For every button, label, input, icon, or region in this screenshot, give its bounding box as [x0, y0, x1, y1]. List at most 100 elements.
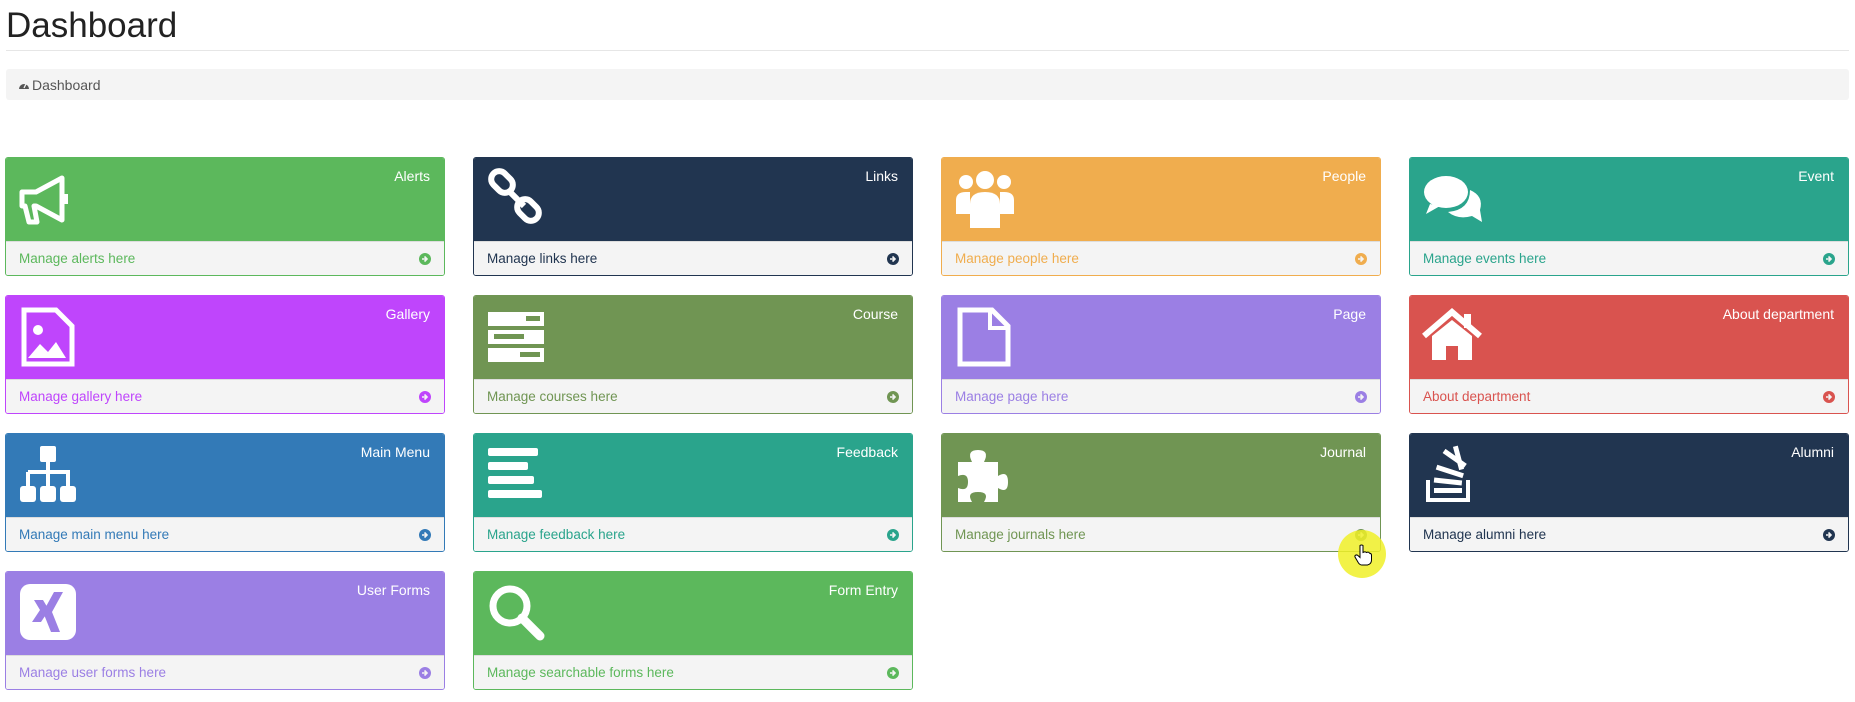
card-event[interactable]: Event Manage events here	[1409, 157, 1849, 276]
file-icon	[957, 307, 1011, 367]
arrow-circle-right-icon[interactable]	[419, 528, 431, 541]
card-footer-link[interactable]: Manage journals here	[942, 517, 1380, 551]
card-footer-link[interactable]: About department	[1410, 379, 1848, 413]
page-title: Dashboard	[6, 6, 178, 45]
card-footer-text: Manage people here	[955, 251, 1079, 266]
card-footer-link[interactable]: Manage page here	[942, 379, 1380, 413]
card-footer-link[interactable]: Manage main menu here	[6, 517, 444, 551]
align-left-icon	[488, 448, 542, 498]
arrow-circle-right-icon[interactable]	[1823, 252, 1835, 265]
card-title: Journal	[1320, 444, 1366, 460]
card-course[interactable]: Course Manage courses here	[473, 295, 913, 414]
card-journal[interactable]: Journal Manage journals here	[941, 433, 1381, 552]
card-header[interactable]: Main Menu	[6, 434, 444, 517]
card-main-menu[interactable]: Main Menu Manage main menu here	[5, 433, 445, 552]
card-footer-link[interactable]: Manage gallery here	[6, 379, 444, 413]
card-gallery[interactable]: Gallery Manage gallery here	[5, 295, 445, 414]
comments-icon	[1424, 176, 1482, 222]
card-feedback[interactable]: Feedback Manage feedback here	[473, 433, 913, 552]
card-footer-link[interactable]: Manage links here	[474, 241, 912, 275]
file-image-icon	[21, 307, 75, 367]
dashboard-icon	[19, 83, 29, 89]
card-footer-link[interactable]: Manage user forms here	[6, 655, 444, 689]
card-footer-text: Manage events here	[1423, 251, 1547, 266]
breadcrumb: Dashboard	[6, 69, 1849, 100]
arrow-circle-right-icon[interactable]	[887, 390, 899, 403]
arrow-circle-right-icon[interactable]	[1355, 528, 1367, 541]
card-title: About department	[1722, 306, 1834, 322]
card-form-entry[interactable]: Form Entry Manage searchable forms here	[473, 571, 913, 690]
card-footer-link[interactable]: Manage people here	[942, 241, 1380, 275]
card-footer-text: Manage user forms here	[19, 665, 167, 680]
dashboard-grid: Alerts Manage alerts here Links Manage l…	[5, 157, 1849, 690]
card-footer-text: About department	[1423, 389, 1531, 404]
puzzle-piece-icon	[958, 450, 1008, 502]
card-footer-link[interactable]: Manage events here	[1410, 241, 1848, 275]
card-footer-link[interactable]: Manage alumni here	[1410, 517, 1848, 551]
card-footer-text: Manage alumni here	[1423, 527, 1547, 542]
arrow-circle-right-icon[interactable]	[1355, 252, 1367, 265]
card-footer-text: Manage page here	[955, 389, 1069, 404]
card-header[interactable]: People	[942, 158, 1380, 241]
card-footer-text: Manage alerts here	[19, 251, 136, 266]
card-header[interactable]: Page	[942, 296, 1380, 379]
card-title: Feedback	[836, 444, 898, 460]
card-footer-text: Manage feedback here	[487, 527, 626, 542]
card-alerts[interactable]: Alerts Manage alerts here	[5, 157, 445, 276]
card-header[interactable]: Alerts	[6, 158, 444, 241]
card-header[interactable]: User Forms	[6, 572, 444, 655]
search-icon	[489, 585, 545, 641]
arrow-circle-right-icon[interactable]	[1823, 390, 1835, 403]
card-footer-link[interactable]: Manage feedback here	[474, 517, 912, 551]
card-title: Form Entry	[828, 582, 898, 598]
card-header[interactable]: Course	[474, 296, 912, 379]
card-footer-text: Manage links here	[487, 251, 598, 266]
card-header[interactable]: Feedback	[474, 434, 912, 517]
card-title: Course	[852, 306, 898, 322]
card-title: Main Menu	[360, 444, 430, 460]
arrow-circle-right-icon[interactable]	[887, 666, 899, 679]
sitemap-icon	[20, 446, 76, 502]
arrow-circle-right-icon[interactable]	[887, 528, 899, 541]
divider	[6, 50, 1849, 51]
card-page[interactable]: Page Manage page here	[941, 295, 1381, 414]
card-title: User Forms	[356, 582, 430, 598]
arrow-circle-right-icon[interactable]	[1823, 528, 1835, 541]
arrow-circle-right-icon[interactable]	[887, 252, 899, 265]
card-footer-link[interactable]: Manage courses here	[474, 379, 912, 413]
card-about-department[interactable]: About department About department	[1409, 295, 1849, 414]
arrow-circle-right-icon[interactable]	[419, 252, 431, 265]
card-people[interactable]: People Manage people here	[941, 157, 1381, 276]
card-footer-link[interactable]: Manage alerts here	[6, 241, 444, 275]
card-title: Alerts	[394, 168, 430, 184]
card-header[interactable]: Links	[474, 158, 912, 241]
card-title: Links	[865, 168, 898, 184]
arrow-circle-right-icon[interactable]	[1355, 390, 1367, 403]
card-header[interactable]: Form Entry	[474, 572, 912, 655]
card-links[interactable]: Links Manage links here	[473, 157, 913, 276]
card-header[interactable]: Alumni	[1410, 434, 1848, 517]
card-footer-text: Manage journals here	[955, 527, 1086, 542]
home-icon	[1422, 308, 1482, 360]
card-header[interactable]: About department	[1410, 296, 1848, 379]
card-header[interactable]: Journal	[942, 434, 1380, 517]
card-title: Alumni	[1791, 444, 1834, 460]
link-icon	[488, 168, 542, 224]
card-alumni[interactable]: Alumni Manage alumni here	[1409, 433, 1849, 552]
breadcrumb-item-dashboard[interactable]: Dashboard	[32, 76, 101, 93]
arrow-circle-right-icon[interactable]	[419, 666, 431, 679]
xing-icon	[20, 584, 76, 640]
card-footer-text: Manage searchable forms here	[487, 665, 674, 680]
arrow-circle-right-icon[interactable]	[419, 390, 431, 403]
card-title: Page	[1333, 306, 1366, 322]
card-title: Gallery	[385, 306, 430, 322]
card-footer-text: Manage courses here	[487, 389, 618, 404]
bullhorn-icon	[19, 175, 68, 225]
users-icon	[956, 171, 1014, 228]
card-footer-link[interactable]: Manage searchable forms here	[474, 655, 912, 689]
card-user-forms[interactable]: User Forms Manage user forms here	[5, 571, 445, 690]
card-footer-text: Manage gallery here	[19, 389, 143, 404]
card-header[interactable]: Gallery	[6, 296, 444, 379]
card-title: Event	[1798, 168, 1834, 184]
card-header[interactable]: Event	[1410, 158, 1848, 241]
